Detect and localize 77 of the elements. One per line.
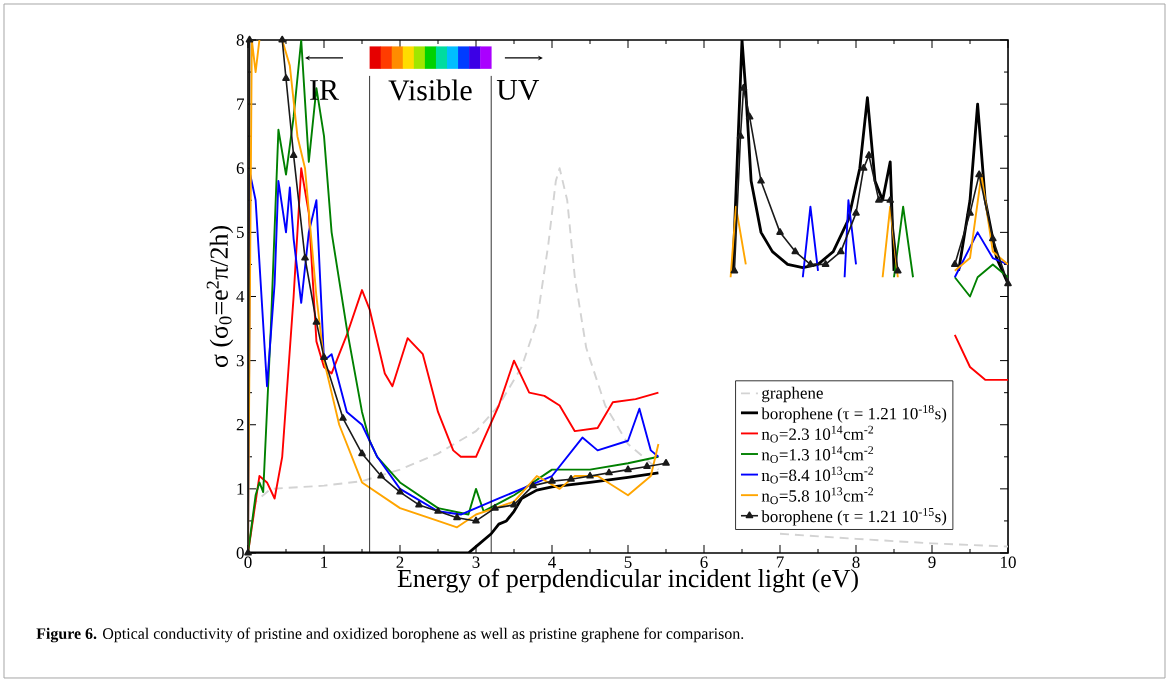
- point: [791, 247, 800, 255]
- legend-label: n$_{O}$=2.3 10$^{14}$cm$^{-2}$: [761, 425, 874, 443]
- point: [1004, 279, 1012, 287]
- text: Figure 6. Optical conductivity of pristine and oxidized borophene as well as pristine graphene for comparison.: [36, 627, 744, 643]
- y-tick-label: 0: [236, 547, 244, 559]
- point: [736, 131, 745, 139]
- point: [757, 176, 765, 184]
- point: [586, 471, 594, 479]
- y-tick-label: 1: [237, 483, 244, 495]
- x-tick-label: 3: [472, 556, 480, 568]
- x-tick-label: 9: [928, 556, 936, 568]
- x-axis-title: Energy of perpdendicular incident light (eV): [397, 568, 858, 593]
- y-tick-label: 3: [236, 354, 244, 367]
- y-tick-label: 2: [236, 419, 244, 431]
- point: [491, 503, 499, 511]
- x-tick-label: 6: [700, 556, 708, 568]
- legend-label: borophene (τ = 1.21 10$^{-15}$s): [761, 507, 947, 526]
- point: [624, 465, 632, 473]
- y-tick-label: 7: [237, 98, 245, 110]
- x-tick-label: 8: [852, 556, 860, 568]
- point: [434, 507, 442, 514]
- annotation: UV: [496, 79, 540, 101]
- point: [377, 471, 385, 479]
- point: [643, 462, 651, 469]
- point: [776, 228, 784, 235]
- point: [529, 481, 537, 489]
- point: [950, 260, 959, 267]
- annotation: Visible: [388, 79, 472, 101]
- point: [472, 516, 480, 524]
- point: [415, 500, 423, 508]
- point: [289, 151, 298, 158]
- y-tick-label: 5: [237, 226, 244, 238]
- point: [745, 112, 754, 120]
- point: [730, 266, 739, 274]
- point: [510, 500, 518, 508]
- point: [548, 476, 556, 484]
- point: [339, 414, 347, 421]
- y-tick-label: 4: [236, 290, 245, 303]
- point: [836, 247, 845, 255]
- point: [886, 196, 895, 203]
- y-tick-label: 6: [236, 162, 244, 174]
- point: [282, 74, 290, 82]
- point: [312, 317, 321, 325]
- legend-label: n$_{O}$=8.4 10$^{13}$cm$^{-2}$: [761, 466, 874, 484]
- point: [859, 163, 868, 171]
- point: [966, 208, 974, 216]
- point: [396, 487, 404, 495]
- y-axis-title: σ (σ$_{0}$=e$^{2}$π/2h): [206, 226, 234, 368]
- point: [865, 151, 873, 158]
- legend-label: n$_{O}$=5.8 10$^{13}$cm$^{-2}$: [761, 487, 874, 505]
- x-tick-label: 2: [396, 556, 404, 568]
- point: [975, 170, 983, 178]
- x-tick-label: 5: [624, 556, 632, 568]
- point: [567, 474, 575, 482]
- x-tick-label: 10: [1001, 556, 1016, 568]
- legend-label: borophene (τ = 1.21 10$^{-18}$s): [761, 405, 947, 423]
- legend-label: graphene: [762, 386, 823, 403]
- y-tick-label: 8: [236, 34, 244, 46]
- point: [320, 353, 328, 360]
- point: [852, 208, 860, 216]
- point: [301, 253, 309, 261]
- point: [358, 449, 366, 457]
- point: [605, 468, 613, 476]
- point: [739, 83, 748, 91]
- point: [894, 266, 902, 274]
- point: [874, 196, 883, 203]
- point: [806, 260, 815, 267]
- x-tick-label: 7: [776, 556, 784, 568]
- x-tick-label: 1: [321, 556, 328, 568]
- point: [988, 234, 997, 242]
- legend-label: n$_{O}$=1.3 10$^{14}$cm$^{-2}$: [761, 446, 874, 463]
- x-tick-label: 4: [548, 556, 556, 568]
- point: [453, 513, 461, 521]
- point: [662, 458, 670, 466]
- point: [278, 35, 287, 43]
- point: [821, 260, 830, 267]
- point: [245, 35, 254, 43]
